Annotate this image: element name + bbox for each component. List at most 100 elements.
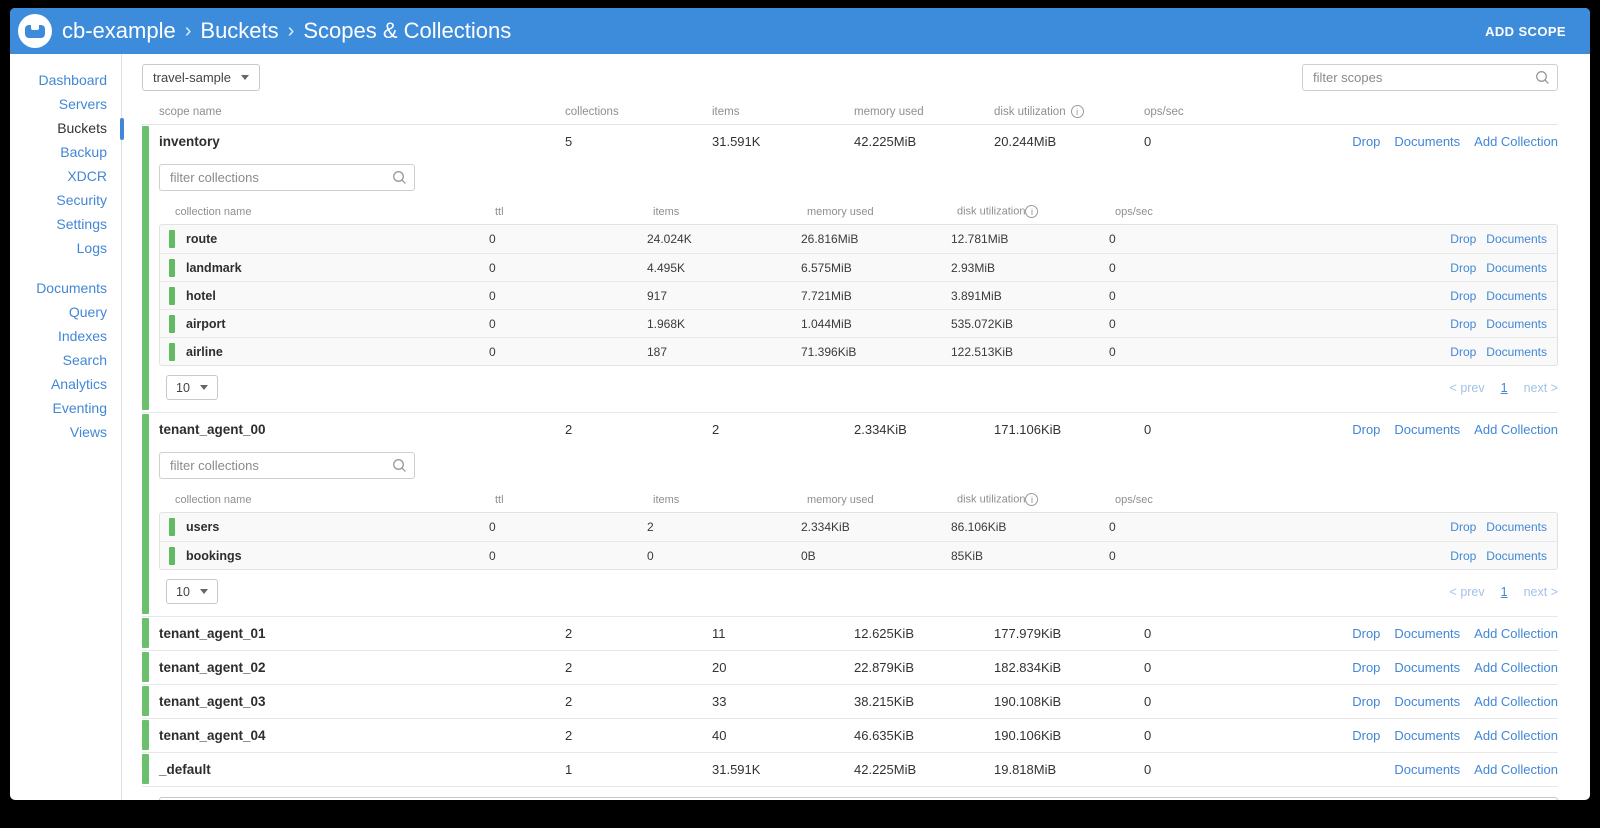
sidebar-item-views[interactable]: Views bbox=[69, 424, 107, 440]
bucket-selector[interactable]: travel-sample bbox=[142, 64, 261, 91]
documents-link[interactable]: Documents bbox=[1486, 520, 1547, 534]
collection-ttl: 0 bbox=[489, 548, 496, 563]
add-collection-link[interactable]: Add Collection bbox=[1474, 422, 1558, 437]
collection-memory-used: 71.396KiB bbox=[801, 344, 857, 359]
sidebar-item-buckets[interactable]: Buckets bbox=[10, 116, 124, 140]
scope-row-tenant_agent_01: tenant_agent_01 2 11 12.625KiB 177.979KiB 0 Dr… bbox=[152, 617, 1558, 650]
scope-collections-count: 5 bbox=[565, 134, 573, 149]
sidebar-item-dashboard[interactable]: Dashboard bbox=[38, 72, 108, 88]
page-size-select[interactable]: 10 bbox=[166, 579, 218, 604]
drop-collection-link[interactable]: Drop bbox=[1450, 520, 1477, 534]
sidebar-item-logs[interactable]: Logs bbox=[76, 240, 107, 256]
sidebar-item-settings[interactable]: Settings bbox=[56, 216, 107, 232]
sidebar-primary-group: Dashboard Servers Buckets Backup XDCR Securit… bbox=[10, 68, 124, 260]
drop-collection-link[interactable]: Drop bbox=[1450, 548, 1477, 563]
add-collection-link[interactable]: Add Collection bbox=[1474, 728, 1558, 743]
sidebar-item-documents[interactable]: Documents bbox=[36, 280, 107, 296]
add-collection-link[interactable]: Add Collection bbox=[1474, 694, 1558, 709]
drop-scope-link[interactable]: Drop bbox=[1352, 626, 1381, 641]
collections-area: collection name ttl items memory used disk u… bbox=[152, 446, 1558, 616]
documents-link[interactable]: Documents bbox=[1486, 260, 1547, 275]
drop-collection-link[interactable]: Drop bbox=[1450, 288, 1477, 303]
filter-collections-box bbox=[159, 452, 415, 479]
collection-header-memory-used: memory used bbox=[807, 493, 874, 506]
collection-memory-used: 1.044MiB bbox=[801, 316, 852, 331]
documents-link[interactable]: Documents bbox=[1394, 762, 1461, 777]
documents-link[interactable]: Documents bbox=[1394, 728, 1461, 743]
scope-header-memory-used: memory used bbox=[854, 105, 924, 118]
filter-scopes-input[interactable] bbox=[1302, 64, 1558, 91]
collection-disk-utilization: 86.106KiB bbox=[951, 520, 1007, 534]
documents-link[interactable]: Documents bbox=[1394, 134, 1461, 149]
collection-row-hotel: hotel 0 917 7.721MiB 3.891MiB 0 Drop Documents bbox=[160, 281, 1557, 309]
drop-scope-link[interactable]: Drop bbox=[1352, 660, 1381, 675]
drop-scope-link[interactable]: Drop bbox=[1352, 728, 1381, 743]
collection-name: route bbox=[186, 232, 218, 246]
bottom-page-size: 10 bbox=[159, 797, 1558, 800]
filter-collections-input[interactable] bbox=[159, 164, 415, 191]
drop-scope-link[interactable]: Drop bbox=[1352, 694, 1381, 709]
collection-status-bar bbox=[169, 286, 175, 305]
breadcrumb-item-1[interactable]: Buckets bbox=[200, 18, 279, 43]
collection-list: users 0 2 2.334KiB 86.106KiB 0 Drop Documents bo… bbox=[159, 512, 1558, 570]
documents-link[interactable]: Documents bbox=[1486, 232, 1547, 246]
collection-ops-sec: 0 bbox=[1109, 260, 1116, 275]
drop-scope-link[interactable]: Drop bbox=[1352, 422, 1381, 437]
drop-collection-link[interactable]: Drop bbox=[1450, 344, 1477, 359]
page-size-select[interactable]: 10 bbox=[159, 797, 1558, 800]
scope-table-header: scope name collections items memory used dis… bbox=[142, 91, 1558, 125]
scope-ops-sec: 0 bbox=[1144, 660, 1152, 675]
app-header: cb-example › Buckets › Scopes & Collections … bbox=[10, 8, 1590, 54]
scope-list: inventory 5 31.591K 42.225MiB 20.244MiB 0 Drop… bbox=[142, 125, 1558, 787]
add-collection-link[interactable]: Add Collection bbox=[1474, 762, 1558, 777]
current-page-link[interactable]: 1 bbox=[1500, 584, 1508, 599]
documents-link[interactable]: Documents bbox=[1486, 288, 1547, 303]
page-size-select[interactable]: 10 bbox=[166, 375, 218, 400]
scope-actions: Documents Add Collection bbox=[1394, 762, 1558, 777]
documents-link[interactable]: Documents bbox=[1486, 316, 1547, 331]
sidebar-secondary-group: Documents Query Indexes Search Analytics Even… bbox=[10, 276, 121, 444]
add-collection-link[interactable]: Add Collection bbox=[1474, 626, 1558, 641]
documents-link[interactable]: Documents bbox=[1486, 548, 1547, 563]
scope-name: tenant_agent_04 bbox=[159, 728, 266, 743]
scope-header-collections: collections bbox=[565, 105, 619, 118]
collection-name: bookings bbox=[186, 548, 242, 563]
sidebar-item-security[interactable]: Security bbox=[56, 192, 107, 208]
scope-section-tenant_agent_02: tenant_agent_02 2 20 22.879KiB 182.834KiB 0 Dr… bbox=[142, 651, 1558, 685]
sidebar-item-servers[interactable]: Servers bbox=[58, 96, 107, 112]
add-scope-button[interactable]: ADD SCOPE bbox=[1485, 23, 1566, 39]
collection-memory-used: 7.721MiB bbox=[801, 288, 852, 303]
breadcrumb-item-0[interactable]: cb-example bbox=[62, 18, 176, 43]
documents-link[interactable]: Documents bbox=[1486, 344, 1547, 359]
collection-header-collection-name: collection name bbox=[175, 493, 252, 506]
add-collection-link[interactable]: Add Collection bbox=[1474, 134, 1558, 149]
scope-ops-sec: 0 bbox=[1144, 728, 1152, 743]
sidebar-item-query[interactable]: Query bbox=[68, 304, 107, 320]
drop-collection-link[interactable]: Drop bbox=[1450, 316, 1477, 331]
sidebar-item-backup[interactable]: Backup bbox=[60, 144, 107, 160]
add-collection-link[interactable]: Add Collection bbox=[1474, 660, 1558, 675]
scope-collections-count: 2 bbox=[565, 422, 573, 437]
documents-link[interactable]: Documents bbox=[1394, 694, 1461, 709]
sidebar-item-analytics[interactable]: Analytics bbox=[50, 376, 107, 392]
sidebar-item-search[interactable]: Search bbox=[62, 352, 107, 368]
documents-link[interactable]: Documents bbox=[1394, 660, 1461, 675]
drop-collection-link[interactable]: Drop bbox=[1450, 260, 1477, 275]
scope-header-items: items bbox=[712, 105, 740, 118]
sidebar-item-xdcr[interactable]: XDCR bbox=[67, 168, 107, 184]
documents-link[interactable]: Documents bbox=[1394, 626, 1461, 641]
drop-collection-link[interactable]: Drop bbox=[1450, 232, 1477, 246]
collection-items: 187 bbox=[647, 344, 668, 359]
current-page-link[interactable]: 1 bbox=[1500, 380, 1508, 395]
sidebar-item-indexes[interactable]: Indexes bbox=[57, 328, 107, 344]
scope-disk-utilization: 177.979KiB bbox=[994, 626, 1062, 641]
scope-ops-sec: 0 bbox=[1144, 762, 1152, 777]
scope-name: tenant_agent_00 bbox=[159, 422, 266, 437]
collection-name-cell: bookings bbox=[169, 546, 489, 565]
documents-link[interactable]: Documents bbox=[1394, 422, 1461, 437]
sidebar-item-eventing[interactable]: Eventing bbox=[52, 400, 107, 416]
collection-list: route 0 24.024K 26.816MiB 12.781MiB 0 Drop Docu… bbox=[159, 224, 1558, 366]
drop-scope-link[interactable]: Drop bbox=[1352, 134, 1381, 149]
collection-disk-utilization: 535.072KiB bbox=[951, 316, 1014, 331]
filter-collections-input[interactable] bbox=[159, 452, 415, 479]
